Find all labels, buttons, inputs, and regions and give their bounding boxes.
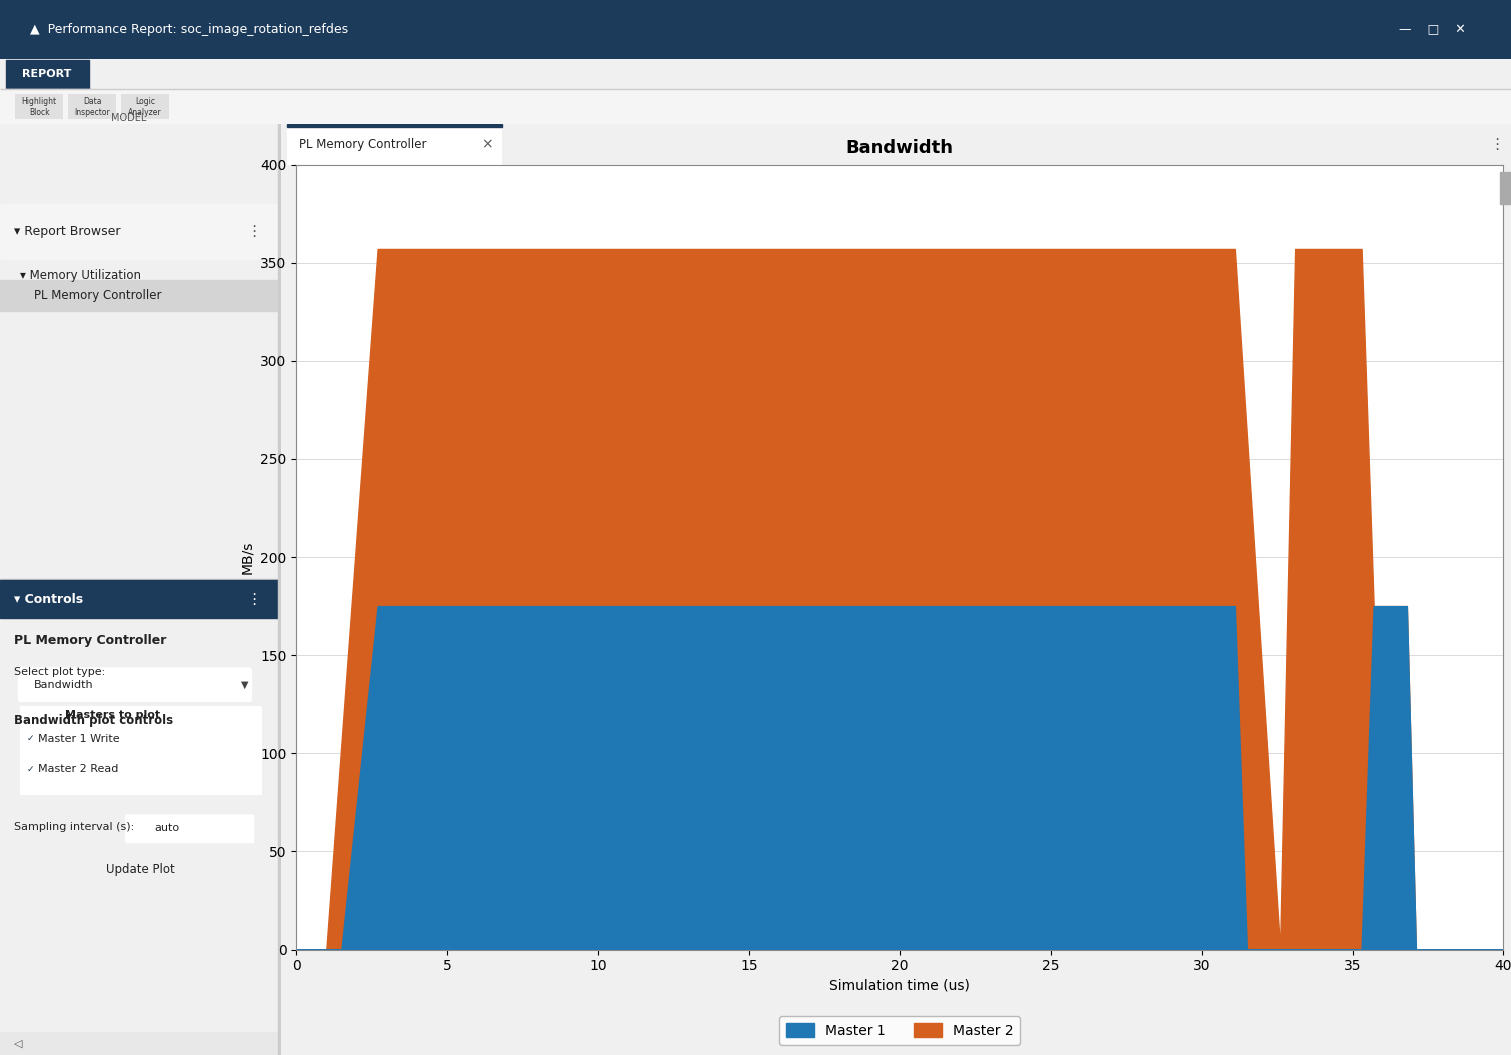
Text: ✓: ✓ <box>26 734 33 743</box>
Bar <box>29 731 32 746</box>
Bar <box>68 94 116 119</box>
Text: ⋮: ⋮ <box>246 592 261 607</box>
FancyBboxPatch shape <box>18 852 263 887</box>
X-axis label: Simulation time (us): Simulation time (us) <box>830 979 970 993</box>
Text: ▾ Controls: ▾ Controls <box>14 593 83 606</box>
Text: ⋮: ⋮ <box>246 224 261 239</box>
Text: PL Memory Controller: PL Memory Controller <box>14 634 166 648</box>
Bar <box>15 94 63 119</box>
Text: PL Memory Controller: PL Memory Controller <box>33 289 162 302</box>
Text: ◁: ◁ <box>14 1039 23 1049</box>
Text: ✓: ✓ <box>26 765 33 773</box>
Text: Bandwidth plot controls: Bandwidth plot controls <box>14 713 174 727</box>
Text: ▾ Memory Utilization: ▾ Memory Utilization <box>20 269 141 282</box>
Y-axis label: MB/s: MB/s <box>240 540 254 574</box>
Text: ▼: ▼ <box>240 679 248 690</box>
Text: auto: auto <box>154 823 180 833</box>
Text: Select plot type:: Select plot type: <box>14 667 106 676</box>
FancyBboxPatch shape <box>125 814 254 843</box>
Text: Master 2 Read: Master 2 Read <box>38 764 118 774</box>
Bar <box>121 94 169 119</box>
Text: MODEL: MODEL <box>110 113 147 123</box>
Bar <box>278 124 281 1055</box>
Text: Data
Inspector: Data Inspector <box>74 97 110 116</box>
Text: Update Plot: Update Plot <box>106 863 175 877</box>
Text: Masters to plot: Masters to plot <box>65 710 160 720</box>
Text: ▾ Report Browser: ▾ Report Browser <box>14 225 121 238</box>
Text: ▲  Performance Report: soc_image_rotation_refdes: ▲ Performance Report: soc_image_rotation… <box>30 23 349 36</box>
Text: Logic
Analyzer: Logic Analyzer <box>128 97 162 116</box>
Title: Bandwidth: Bandwidth <box>846 139 953 157</box>
Bar <box>1500 172 1509 204</box>
Text: ⋮: ⋮ <box>1490 137 1505 152</box>
Text: Master 1 Write: Master 1 Write <box>38 733 119 744</box>
Bar <box>0 204 281 260</box>
Text: —    □    ✕: — □ ✕ <box>1399 23 1466 36</box>
Bar <box>0 280 281 310</box>
Bar <box>287 124 503 165</box>
Bar <box>6 60 89 89</box>
Text: Highlight
Block: Highlight Block <box>21 97 57 116</box>
Text: REPORT: REPORT <box>23 70 71 79</box>
Bar <box>0 1032 281 1055</box>
Bar <box>20 706 261 794</box>
Bar <box>0 580 281 617</box>
Bar <box>0 578 281 580</box>
Text: ×: × <box>480 137 493 152</box>
Text: PL Memory Controller: PL Memory Controller <box>299 138 428 151</box>
Text: Bandwidth: Bandwidth <box>33 679 94 690</box>
Text: Sampling interval (s):: Sampling interval (s): <box>14 822 134 832</box>
Legend: Master 1, Master 2: Master 1, Master 2 <box>780 1016 1020 1044</box>
Bar <box>287 124 503 128</box>
Bar <box>0 89 1511 124</box>
FancyBboxPatch shape <box>18 668 251 702</box>
Bar <box>29 762 32 776</box>
